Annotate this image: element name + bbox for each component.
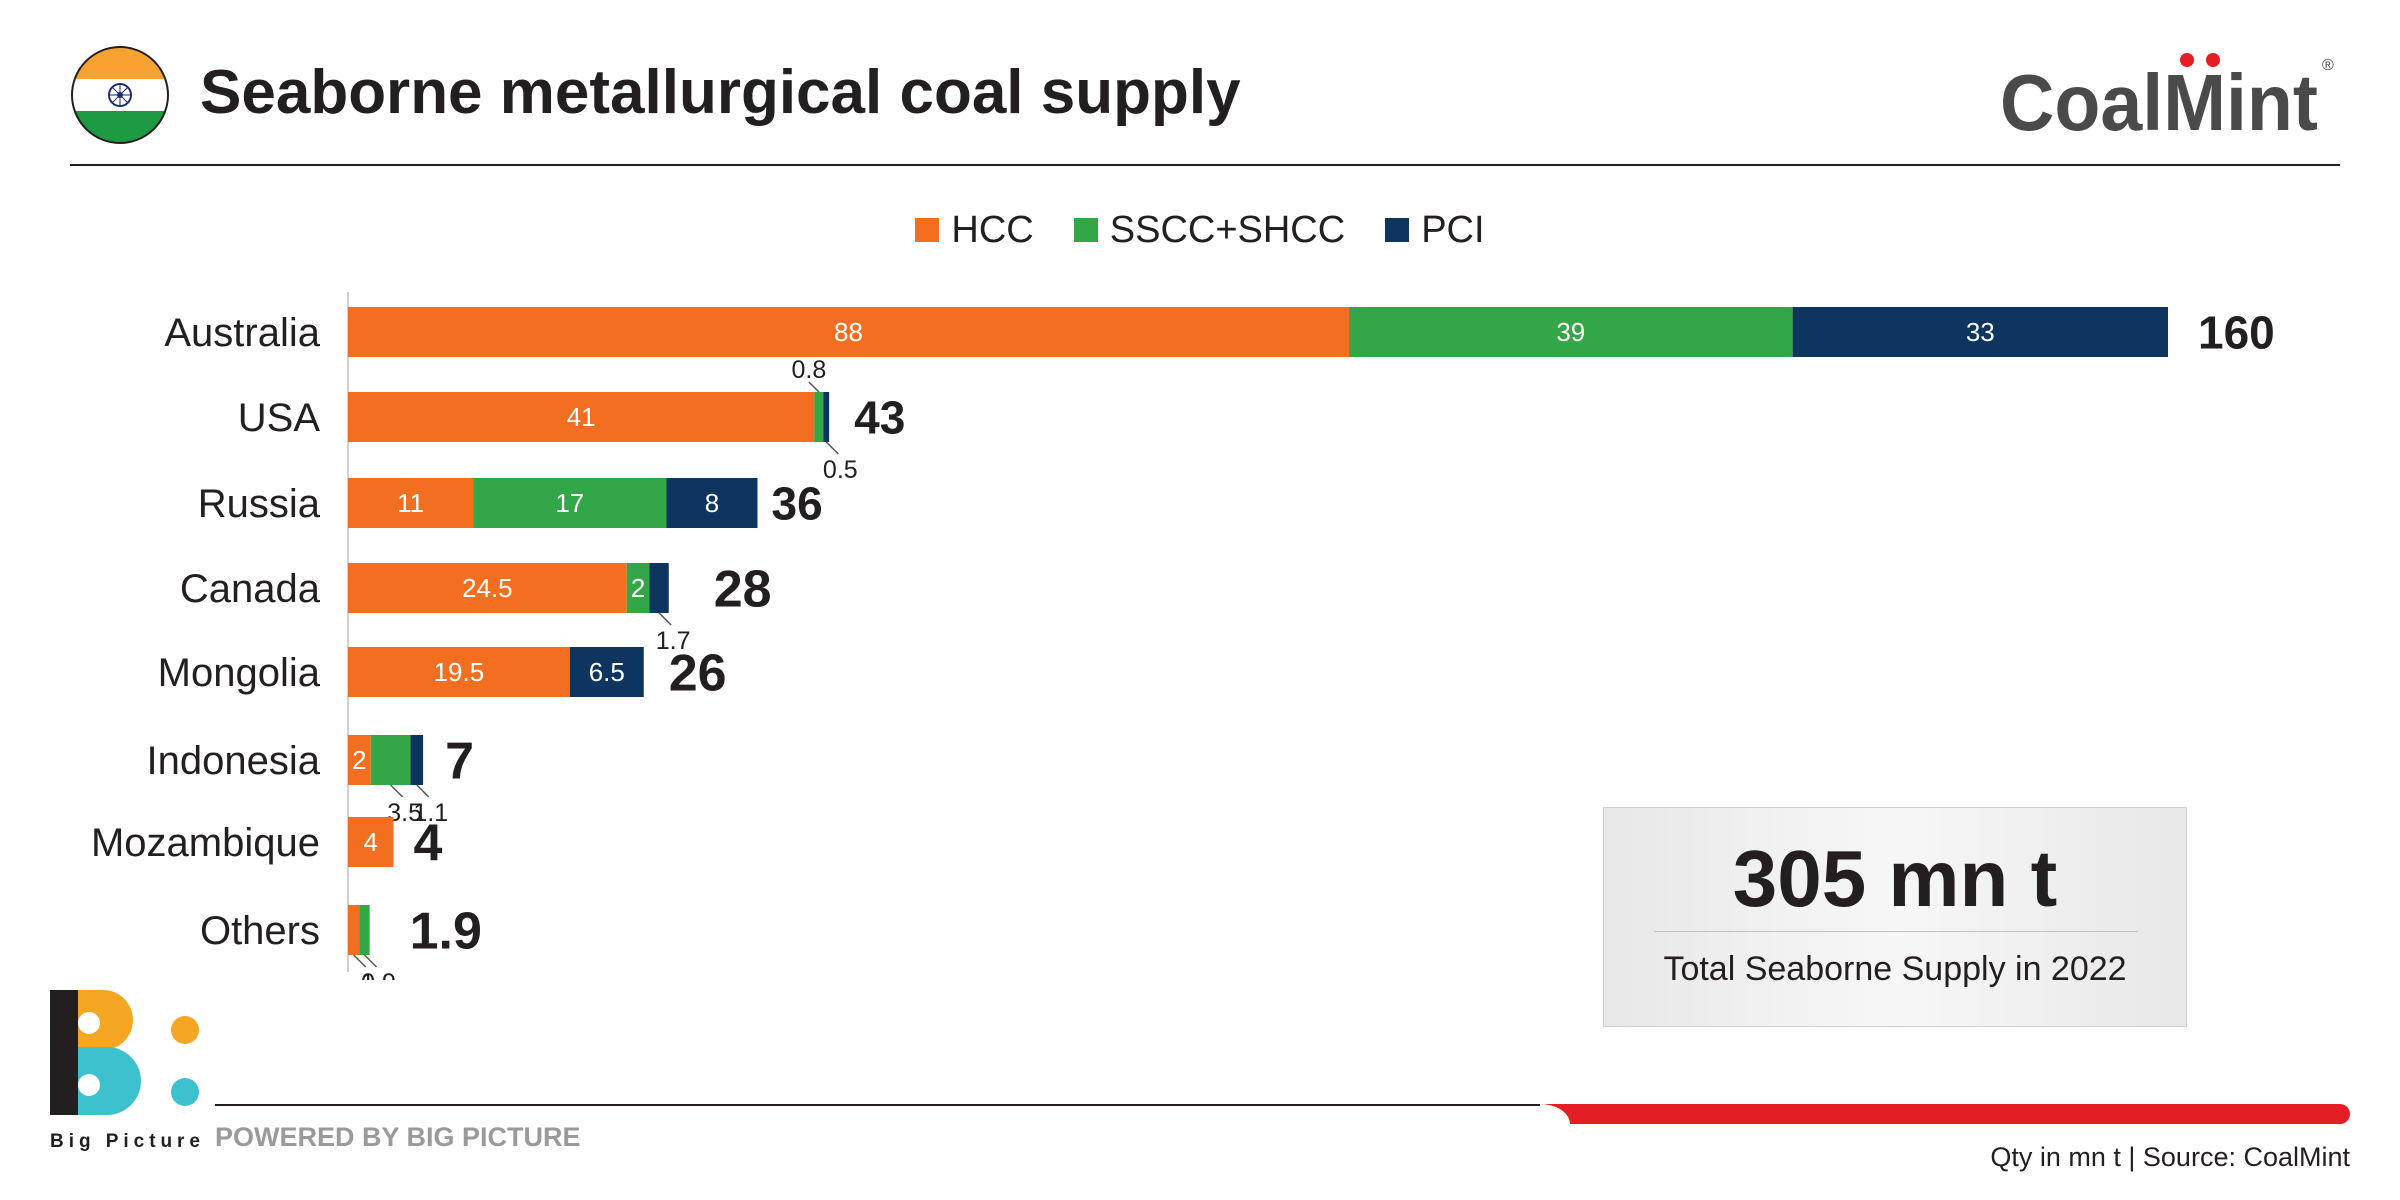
total-label-canada: 28	[714, 561, 772, 619]
category-label-mozambique: Mozambique	[91, 821, 320, 865]
legend-label-hcc: HCC	[951, 208, 1034, 251]
logo-stem	[50, 990, 78, 1115]
callout-label-indonesia-pci: 1.1	[413, 799, 448, 827]
callout-label-canada-pci: 1.7	[656, 627, 691, 655]
segment-label-indonesia-hcc: 2	[352, 745, 366, 775]
segment-label-canada-sscc-shcc: 2	[631, 573, 645, 603]
segment-label-russia-hcc: 11	[397, 488, 424, 518]
bar-indonesia-pci	[410, 735, 424, 785]
leader-line-indonesia-sscc-shcc	[390, 784, 404, 798]
legend-swatch-hcc	[915, 218, 940, 242]
category-label-mongolia: Mongolia	[158, 651, 321, 695]
leader-line-canada-pci	[658, 612, 672, 626]
bar-usa-hcc	[348, 392, 815, 442]
big-picture-logo: Big Picture	[50, 990, 200, 1152]
category-label-australia: Australia	[164, 311, 320, 355]
bar-others-sscc-shcc	[359, 905, 370, 955]
category-label-canada: Canada	[180, 567, 321, 611]
leader-line-others-sscc-shcc	[363, 954, 378, 968]
leader-line-others-hcc	[353, 954, 367, 968]
legend-item-sscc: SSCC+SHCC	[1073, 208, 1346, 252]
summary-total-value: 305 mn t	[1732, 834, 2058, 923]
category-label-usa: USA	[238, 396, 321, 440]
bar-indonesia-sscc-shcc	[370, 735, 411, 785]
segment-label-canada-hcc: 24.5	[462, 573, 513, 603]
brand-wordmark: CoalMint	[2000, 58, 2318, 145]
brand-registered-mark: ®	[2322, 57, 2334, 74]
header-divider	[70, 164, 2340, 166]
bar-others-hcc	[348, 905, 360, 955]
segment-label-mongolia-hcc: 19.5	[434, 657, 485, 687]
bar-mongolia-hcc	[348, 647, 570, 697]
segment-label-russia-sscc-shcc: 17	[555, 488, 584, 518]
callout-label-others-hcc: 1	[361, 969, 375, 980]
india-flag-icon	[71, 46, 169, 144]
powered-by-text: POWERED BY BIG PICTURE	[215, 1122, 581, 1152]
bar-canada-pci	[649, 563, 669, 613]
total-label-usa: 43	[854, 392, 905, 444]
bar-usa-sscc-shcc	[814, 392, 824, 442]
bar-australia-sscc-shcc	[1349, 307, 1793, 357]
page-title: Seaborne metallurgical coal supply	[200, 58, 1241, 127]
logo-dot-orange	[171, 1016, 199, 1044]
bar-mozambique-hcc	[348, 817, 394, 867]
footer-divider	[215, 1104, 1560, 1106]
leader-line-indonesia-pci	[416, 784, 430, 798]
coalmint-logo: CoalMint ®	[2000, 53, 2334, 145]
category-label-russia: Russia	[198, 482, 321, 526]
segment-label-mongolia-pci: 6.5	[589, 657, 625, 687]
legend-label-sscc: SSCC+SHCC	[1109, 208, 1346, 251]
bar-russia-sscc-shcc	[473, 478, 667, 528]
total-label-indonesia: 7	[445, 733, 474, 791]
summary-box: 305 mn t Total Seaborne Supply in 2022	[1603, 807, 2187, 1027]
bar-canada-hcc	[348, 563, 627, 613]
bar-indonesia-hcc	[348, 735, 371, 785]
segment-label-usa-hcc: 41	[567, 402, 596, 432]
legend-label-pci: PCI	[1421, 208, 1485, 251]
legend-swatch-sscc	[1073, 218, 1098, 242]
segment-label-russia-pci: 8	[705, 488, 719, 518]
bar-russia-pci	[666, 478, 758, 528]
brand-dot-right	[2206, 53, 2220, 67]
callout-label-others-sscc-shcc: 0.9	[361, 969, 396, 980]
total-label-australia: 160	[2198, 307, 2275, 359]
segment-label-mozambique-hcc: 4	[364, 827, 378, 857]
header: Seaborne metallurgical coal supply CoalM…	[70, 45, 2340, 165]
total-label-mozambique: 4	[414, 815, 443, 873]
logo-hole-bottom	[78, 1074, 100, 1096]
summary-label: Total Seaborne Supply in 2022	[1663, 950, 2127, 988]
callout-label-usa-sscc-shcc: 0.8	[792, 356, 827, 384]
bar-mongolia-pci	[569, 647, 644, 697]
bar-canada-sscc-shcc	[626, 563, 650, 613]
logo-caption: Big Picture	[50, 1131, 200, 1152]
logo-dot-teal	[171, 1078, 199, 1106]
segment-label-australia-pci: 33	[1966, 317, 1995, 347]
legend-item-pci: PCI	[1385, 208, 1485, 252]
category-label-others: Others	[200, 909, 320, 953]
legend-item-hcc: HCC	[915, 208, 1034, 252]
summary-divider	[1654, 931, 2138, 932]
leader-line-usa-sscc-shcc	[808, 381, 820, 393]
bar-usa-pci	[823, 392, 830, 442]
logo-top-bowl	[78, 990, 133, 1050]
bar-australia-hcc	[348, 307, 1349, 357]
source-note: Qty in mn t | Source: CoalMint	[1990, 1142, 2350, 1172]
footer-accent-bar	[1540, 1104, 2350, 1124]
bar-australia-pci	[1792, 307, 2168, 357]
bar-russia-hcc	[348, 478, 474, 528]
segment-label-australia-hcc: 88	[834, 317, 863, 347]
legend-swatch-pci	[1385, 218, 1410, 242]
logo-bottom-bowl	[78, 1047, 141, 1115]
total-label-mongolia: 26	[669, 645, 727, 703]
total-label-russia: 36	[772, 478, 823, 530]
total-label-others: 1.9	[410, 903, 482, 961]
segment-label-australia-sscc-shcc: 39	[1556, 317, 1585, 347]
logo-hole-top	[78, 1012, 100, 1034]
brand-dot-left	[2180, 53, 2194, 67]
category-label-indonesia: Indonesia	[147, 739, 321, 783]
leader-line-usa-pci	[825, 441, 839, 455]
chart-legend: HCC SSCC+SHCC PCI	[0, 205, 2400, 255]
callout-label-usa-pci: 0.5	[823, 456, 858, 484]
